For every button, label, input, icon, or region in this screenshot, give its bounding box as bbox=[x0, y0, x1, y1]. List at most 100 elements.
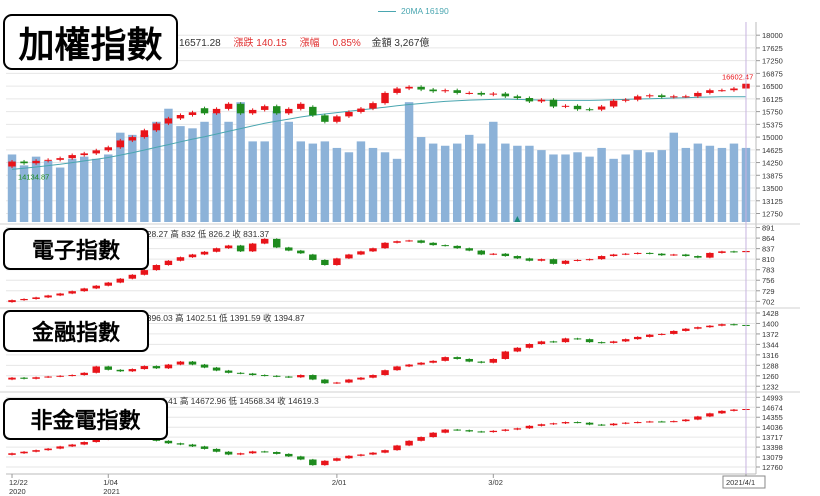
candle-body bbox=[260, 375, 269, 377]
candle-body bbox=[68, 444, 76, 447]
candle-body bbox=[140, 270, 149, 275]
candle-body bbox=[706, 90, 714, 93]
y-tick-label: 13398 bbox=[762, 443, 783, 452]
candle-body bbox=[561, 338, 570, 343]
candle-body bbox=[682, 96, 690, 98]
volume-bar bbox=[188, 128, 197, 222]
candle-body bbox=[236, 245, 245, 252]
candle-body bbox=[633, 336, 642, 340]
y-tick-label: 14036 bbox=[762, 423, 783, 432]
volume-bar bbox=[368, 147, 378, 222]
candle-body bbox=[188, 361, 197, 365]
candle-body bbox=[417, 437, 425, 441]
candle-body bbox=[525, 425, 534, 429]
candle-body bbox=[730, 409, 738, 411]
candle-body bbox=[44, 159, 52, 161]
candle-body bbox=[417, 362, 425, 365]
y-tick-label: 729 bbox=[762, 287, 775, 296]
candle-body bbox=[44, 295, 52, 298]
volume-bar bbox=[140, 134, 149, 222]
candle-body bbox=[429, 360, 437, 363]
candle-body bbox=[176, 257, 185, 261]
candle-body bbox=[525, 98, 534, 102]
candle-body bbox=[68, 375, 76, 377]
candle-body bbox=[417, 86, 425, 90]
candle-body bbox=[585, 422, 594, 425]
candle-body bbox=[658, 95, 666, 98]
candle-body bbox=[477, 250, 486, 255]
candle-body bbox=[453, 357, 461, 359]
candle-body bbox=[236, 453, 245, 455]
price-annotation: 14134.87 bbox=[18, 173, 49, 182]
candle-body bbox=[32, 160, 40, 164]
candle-body bbox=[621, 422, 630, 424]
candle-body bbox=[104, 147, 113, 151]
y-tick-label: 14674 bbox=[762, 403, 783, 412]
candle-body bbox=[658, 253, 666, 256]
y-tick-label: 1260 bbox=[762, 372, 779, 381]
volume-bar bbox=[296, 141, 306, 222]
candle-body bbox=[176, 115, 185, 119]
candle-body bbox=[645, 334, 654, 337]
candle-body bbox=[333, 458, 341, 461]
main-pct-label: 漲幅 bbox=[299, 38, 320, 49]
candle-body bbox=[525, 344, 534, 348]
candle-body bbox=[236, 372, 245, 374]
candle-body bbox=[44, 376, 52, 378]
volume-bar bbox=[7, 154, 17, 222]
candle-body bbox=[549, 259, 558, 264]
candle-body bbox=[116, 369, 125, 372]
candle-body bbox=[92, 439, 100, 443]
candle-body bbox=[8, 377, 16, 380]
candle-body bbox=[405, 364, 413, 367]
y-tick-label: 702 bbox=[762, 297, 775, 306]
candle-body bbox=[405, 240, 413, 242]
candle-body bbox=[224, 103, 233, 109]
candle-body bbox=[381, 370, 389, 376]
candle-body bbox=[272, 452, 281, 454]
y-tick-label: 15375 bbox=[762, 120, 783, 129]
candle-body bbox=[706, 413, 714, 417]
candle-body bbox=[573, 259, 582, 261]
candle-body bbox=[489, 430, 498, 433]
candle-body bbox=[718, 410, 726, 414]
candle-body bbox=[573, 105, 582, 110]
candle-body bbox=[621, 99, 630, 101]
volume-bar bbox=[272, 110, 281, 222]
y-tick-label: 15000 bbox=[762, 133, 783, 142]
candle-body bbox=[116, 278, 125, 283]
candle-body bbox=[441, 90, 449, 92]
volume-bar bbox=[404, 102, 414, 222]
volume-bar bbox=[19, 165, 29, 222]
candle-body bbox=[393, 445, 401, 451]
candle-body bbox=[513, 347, 522, 352]
candle-body bbox=[345, 111, 353, 117]
candle-body bbox=[405, 440, 413, 446]
candle-body bbox=[321, 115, 329, 122]
y-tick-label: 12750 bbox=[762, 210, 783, 219]
ma-legend-line bbox=[378, 11, 396, 13]
candle-body bbox=[658, 421, 666, 423]
volume-bar bbox=[380, 152, 390, 222]
candle-body bbox=[8, 161, 16, 167]
candle-body bbox=[645, 421, 654, 423]
candle-body bbox=[212, 108, 221, 114]
volume-bar bbox=[573, 152, 582, 222]
candle-body bbox=[188, 112, 197, 116]
y-tick-label: 756 bbox=[762, 276, 775, 285]
price-annotation: 16602.47 bbox=[722, 73, 753, 82]
y-tick-label: 13717 bbox=[762, 433, 783, 442]
volume-bar bbox=[585, 156, 594, 222]
candle-body bbox=[200, 251, 209, 255]
y-tick-label: 14250 bbox=[762, 159, 783, 168]
candle-body bbox=[224, 245, 233, 249]
candle-body bbox=[345, 379, 353, 383]
candle-body bbox=[465, 248, 473, 251]
y-tick-label: 16500 bbox=[762, 82, 783, 91]
y-tick-label: 864 bbox=[762, 234, 775, 243]
candle-body bbox=[128, 274, 137, 279]
candle-body bbox=[92, 366, 100, 373]
panel-label-electronics: 電子指數 bbox=[3, 228, 149, 270]
candle-body bbox=[92, 150, 100, 154]
